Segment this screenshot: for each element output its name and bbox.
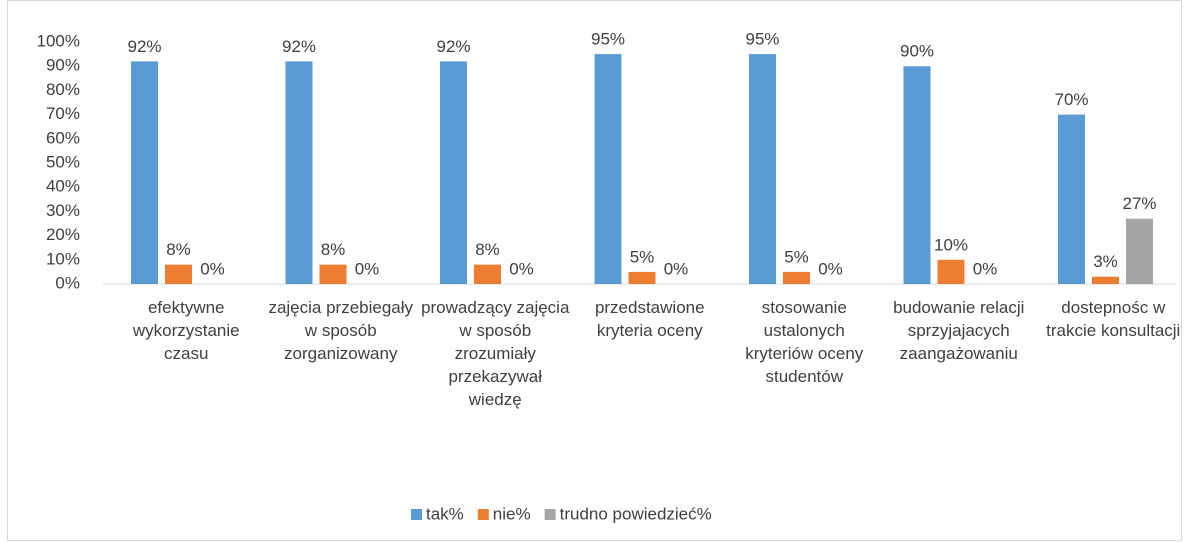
- data-label: 8%: [475, 240, 500, 259]
- x-tick-label: efektywne wykorzystanie czasu: [132, 298, 240, 363]
- legend-label: trudno powiedzieć%: [560, 504, 712, 523]
- bar: [474, 264, 501, 284]
- data-label: 0%: [973, 259, 998, 278]
- data-label: 0%: [509, 259, 534, 278]
- data-label: 3%: [1093, 252, 1118, 271]
- x-tick-label: stosowanie ustalonych kryteriów oceny st…: [745, 298, 864, 386]
- data-label: 0%: [355, 259, 380, 278]
- y-tick-label: 90%: [46, 56, 80, 75]
- y-tick-label: 50%: [46, 152, 80, 171]
- bar: [285, 61, 313, 284]
- bar: [1126, 218, 1153, 284]
- legend-swatch: [411, 509, 422, 520]
- data-label: 92%: [127, 37, 161, 56]
- data-label: 5%: [630, 247, 655, 266]
- bar: [131, 61, 158, 284]
- data-label: 0%: [664, 259, 689, 278]
- data-label: 95%: [591, 30, 625, 49]
- data-label: 90%: [900, 42, 934, 61]
- data-label: 92%: [436, 37, 470, 56]
- x-tick-label: przedstawione kryteria oceny: [594, 298, 705, 340]
- data-label: 8%: [166, 240, 191, 259]
- y-tick-label: 0%: [55, 273, 80, 292]
- bar: [783, 271, 810, 284]
- legend-label: nie%: [493, 504, 531, 523]
- x-tick-label: prowadzący zajęcia w sposób zrozumiały p…: [421, 298, 570, 409]
- y-tick-label: 40%: [46, 177, 80, 196]
- data-label: 27%: [1122, 194, 1156, 213]
- data-label: 10%: [934, 235, 968, 254]
- legend-swatch: [544, 509, 556, 520]
- x-tick-label: dostepnośc w trakcie konsultacji: [1046, 298, 1181, 340]
- y-tick-label: 20%: [46, 225, 80, 244]
- bar: [1058, 114, 1085, 284]
- bar: [165, 264, 192, 284]
- data-label: 5%: [784, 247, 809, 266]
- bar: [594, 54, 622, 284]
- data-label: 0%: [818, 259, 843, 278]
- x-tick-label: zajęcia przebiegały w sposób zorganizowa…: [268, 298, 414, 363]
- data-label: 8%: [321, 240, 346, 259]
- y-tick-label: 100%: [37, 31, 80, 50]
- data-label: 0%: [200, 259, 225, 278]
- bar: [628, 271, 656, 284]
- legend-label: tak%: [426, 504, 464, 523]
- bar: [749, 54, 776, 284]
- bar: [1092, 276, 1119, 284]
- legend-swatch: [477, 509, 489, 520]
- y-tick-label: 60%: [46, 128, 80, 147]
- bar: [937, 259, 965, 284]
- data-label: 92%: [282, 37, 316, 56]
- y-tick-label: 70%: [46, 104, 80, 123]
- y-tick-label: 30%: [46, 201, 80, 220]
- y-tick-label: 10%: [46, 249, 80, 268]
- x-tick-label: budowanie relacji sprzyjajacych zaangażo…: [893, 298, 1025, 363]
- bar: [903, 66, 931, 284]
- y-tick-label: 80%: [46, 80, 80, 99]
- bar: [440, 61, 467, 284]
- data-label: 70%: [1054, 90, 1088, 109]
- chart-border: [7, 0, 1182, 541]
- bar: [319, 264, 347, 284]
- data-label: 95%: [745, 30, 779, 49]
